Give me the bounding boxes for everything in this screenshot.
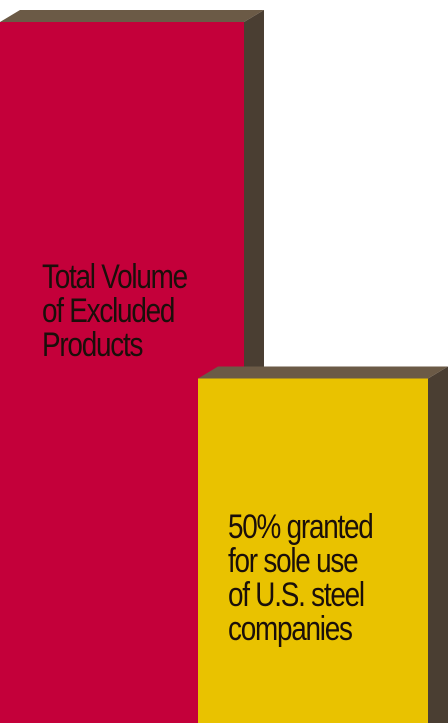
bar-label-line: Products	[42, 326, 143, 364]
bar-label-line: companies	[228, 610, 353, 648]
bar-label-total-volume: Total Volume of Excluded Products	[42, 258, 188, 364]
bar-label-line: for sole use	[228, 542, 359, 580]
bar-label-granted-share: 50% granted for sole use of U.S. steel c…	[228, 508, 374, 648]
bar-label-line: of Excluded	[42, 292, 175, 330]
bar-top-face	[198, 366, 448, 379]
bar-label-line: Total Volume	[42, 258, 188, 296]
bar-granted-share	[198, 366, 448, 723]
bar-label-line: 50% granted	[228, 508, 374, 546]
bar-top-face	[0, 10, 264, 22]
bar-label-line: of U.S. steel	[228, 576, 365, 614]
bar-front-face	[198, 378, 428, 723]
bars-group	[0, 10, 448, 723]
bar-side-face	[428, 366, 448, 723]
